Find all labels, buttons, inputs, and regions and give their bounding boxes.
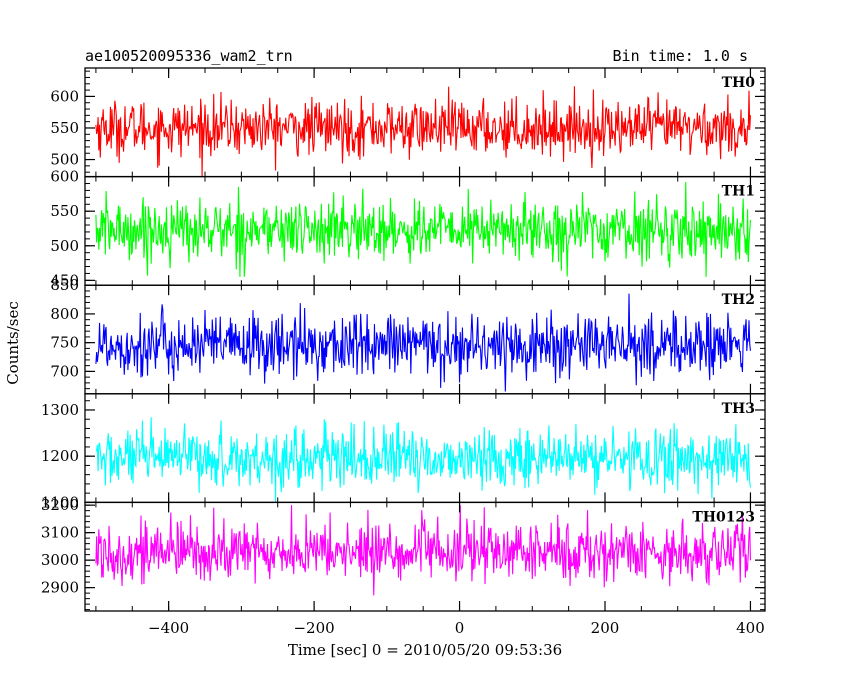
panel-name-label: TH0123 [692, 509, 755, 525]
panel-frame [84, 501, 766, 612]
panel-th2: 700 750 800 850 TH2 [50, 276, 766, 395]
panel-name-label: TH2 [722, 292, 755, 308]
panel-name-label: TH0 [722, 75, 756, 91]
series-line-th0 [95, 86, 751, 177]
y-tick-label: 600 [50, 168, 79, 186]
panel-frame [84, 284, 766, 395]
x-axis-label: Time [sec] 0 = 2010/05/20 09:53:36 [288, 641, 562, 659]
y-tick-label: 750 [50, 334, 79, 352]
y-tick-label: 600 [50, 87, 79, 105]
x-tick-label: 400 [736, 619, 765, 637]
y-tick-label: 850 [50, 276, 79, 294]
panel-th0: 500 550 600 TH0 [50, 67, 766, 178]
y-tick-label: 3000 [41, 551, 79, 569]
y-tick-label: 700 [50, 362, 79, 380]
x-tick-label: 0 [455, 619, 465, 637]
series-line-th2 [95, 293, 751, 392]
y-tick-label: 800 [50, 305, 79, 323]
y-tick-label: 1100 [41, 493, 79, 511]
y-tick-label: 550 [50, 119, 79, 137]
y-tick-label: 3100 [41, 524, 79, 542]
y-tick-label: 450 [50, 271, 79, 289]
series-line-th0123 [95, 505, 751, 596]
panel-th3: 1100 1200 1300 TH3 [41, 393, 766, 511]
panel-name-label: TH1 [722, 184, 755, 200]
y-tick-label: 500 [50, 151, 79, 169]
x-tick-label: 200 [591, 619, 620, 637]
y-tick-label: 3200 [41, 496, 79, 514]
x-tick-label: −200 [293, 619, 334, 637]
y-tick-label: 2900 [41, 579, 79, 597]
panel-name-label: TH3 [722, 401, 755, 417]
bin-time-label: Bin time: 1.0 s [613, 47, 748, 65]
panel-th1: 450 500 550 600 TH1 [50, 168, 766, 289]
y-axis-label: Counts/sec [4, 301, 22, 385]
x-tick-label: −400 [148, 619, 189, 637]
y-tick-label: 550 [50, 202, 79, 220]
panel-frame [84, 393, 766, 504]
y-tick-label: 1300 [41, 401, 79, 419]
chart-title: ae100520095336_wam2_trn [85, 47, 293, 65]
panels-group: 500 550 600 TH0 450 500 550 600 TH1 700 750 800 850 T… [41, 67, 766, 612]
series-line-th1 [95, 182, 751, 277]
panel-th0123: 2900 3000 3100 3200 TH0123 [41, 496, 766, 612]
series-line-th3 [95, 417, 751, 503]
y-tick-label: 500 [50, 237, 79, 255]
y-tick-label: 1200 [41, 447, 79, 465]
x-axis: −400 −200 0 200 400 [148, 619, 765, 637]
